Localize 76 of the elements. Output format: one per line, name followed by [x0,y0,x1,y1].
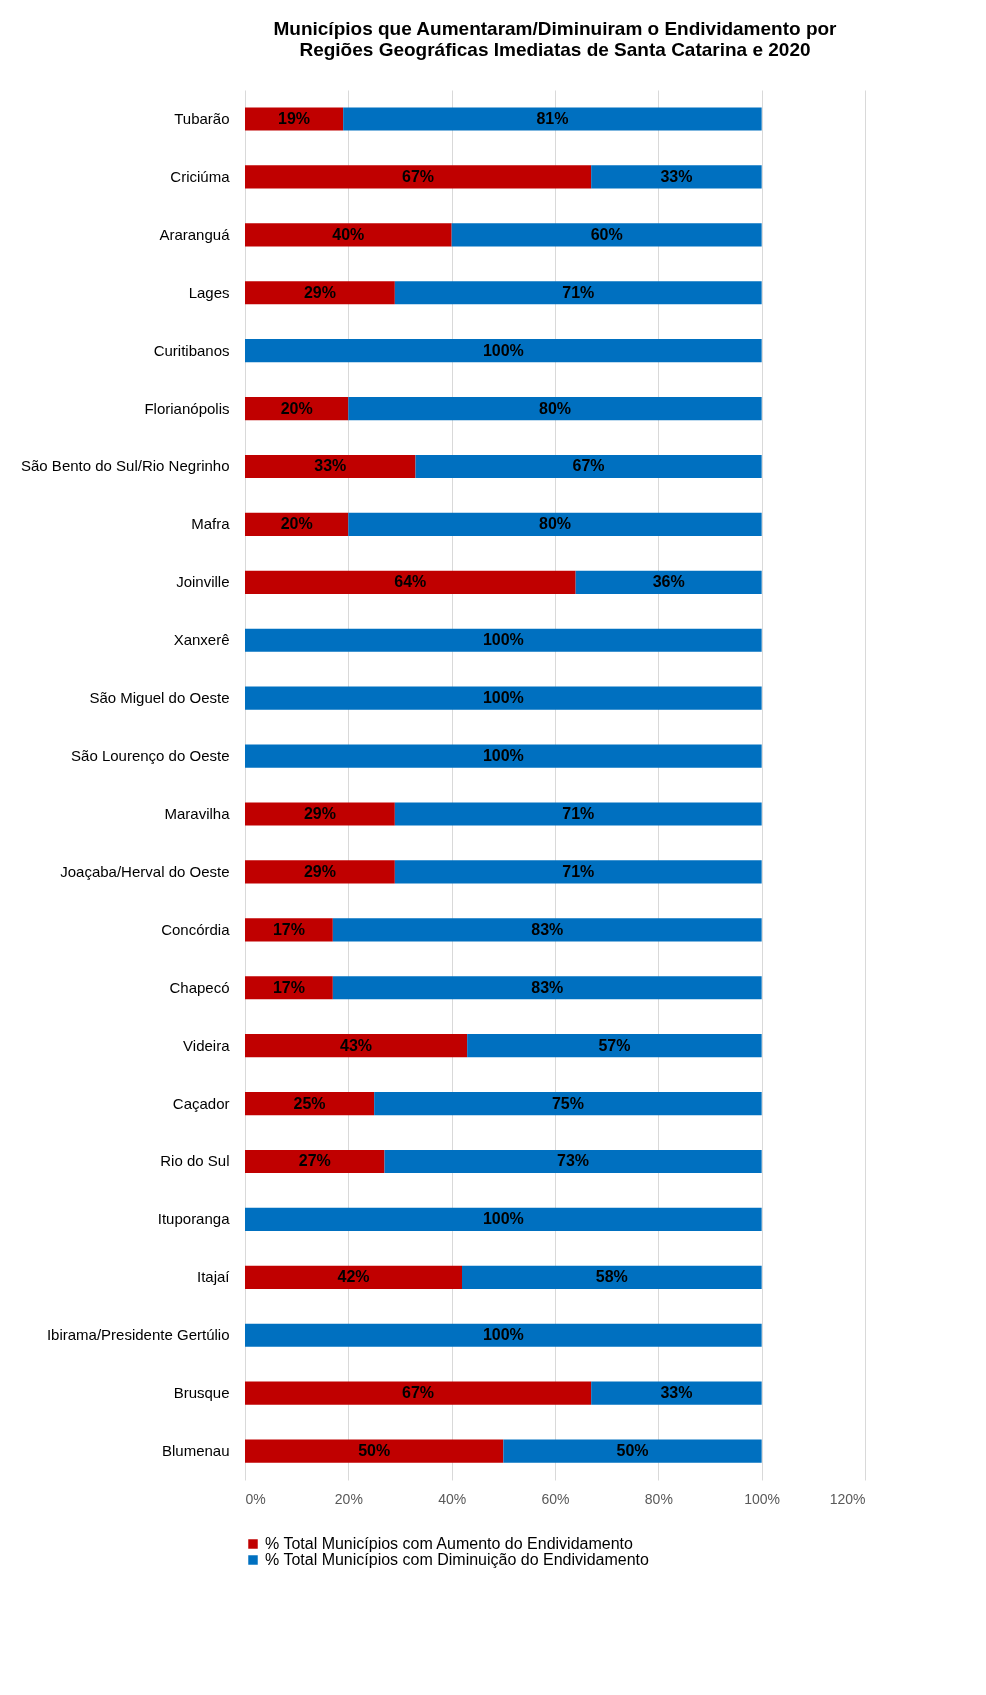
y-tick-label: São Lourenço do Oeste [71,747,230,765]
y-tick-label: Criciúma [170,167,231,185]
x-tick-label: 120% [829,1490,866,1507]
data-label: 36% [652,573,685,591]
data-label: 29% [303,804,336,822]
data-label: 100% [482,747,524,765]
data-label: 33% [660,1384,693,1402]
data-label: 17% [272,920,305,938]
y-tick-label: Brusque [173,1384,230,1402]
data-label: 17% [272,978,305,996]
data-label: 40% [332,225,365,243]
data-label: 33% [314,457,347,475]
y-tick-label: Mafra [191,515,231,533]
y-tick-label: Rio do Sul [160,1152,230,1170]
y-tick-label: Ibirama/Presidente Gertúlio [46,1326,230,1344]
x-tick-label: 100% [744,1490,781,1507]
data-label: 50% [616,1442,649,1460]
y-tick-label: Itajaí [196,1268,231,1286]
data-label: 75% [551,1094,584,1112]
data-label: 71% [562,862,595,880]
y-tick-label: Ituporanga [157,1210,231,1228]
y-tick-label: São Bento do Sul/Rio Negrinho [21,457,230,475]
x-tick-label: 20% [334,1490,363,1507]
data-label: 67% [402,167,435,185]
y-tick-label: São Miguel do Oeste [89,689,230,707]
data-label: 57% [598,1036,631,1054]
y-tick-label: Joaçaba/Herval do Oeste [60,862,230,880]
y-tick-label: Araranguá [159,225,231,243]
data-label: 100% [482,631,524,649]
data-label: 80% [538,515,572,533]
data-label: 81% [536,109,569,127]
data-label: 100% [482,689,524,707]
legend-label: % Total Municípios com Diminuição do Endividamento [265,1551,649,1568]
x-tick-label: 60% [541,1490,570,1507]
x-tick-label: 40% [438,1490,467,1507]
data-label: 58% [595,1268,628,1286]
y-tick-label: Curitibanos [153,341,230,359]
data-label: 67% [402,1384,435,1402]
data-label: 43% [340,1036,373,1054]
data-label: 42% [337,1268,370,1286]
data-label: 50% [358,1442,391,1460]
data-label: 71% [562,283,595,301]
y-tick-label: Tubarão [174,109,230,127]
data-label: 33% [660,167,693,185]
y-tick-label: Caçador [172,1094,230,1112]
data-label: 100% [482,341,524,359]
data-label: 27% [298,1152,331,1170]
y-tick-label: Florianópolis [144,399,230,417]
y-tick-label: Concórdia [161,920,231,938]
data-label: 29% [303,283,336,301]
data-label: 29% [303,862,336,880]
data-label: 80% [538,399,572,417]
y-tick-label: Videira [183,1036,231,1054]
y-tick-label: Lages [188,283,230,301]
legend-label: % Total Municípios com Aumento do Endividamento [265,1535,634,1552]
data-label: 60% [590,225,623,243]
data-label: 67% [572,457,605,475]
y-tick-label: Maravilha [164,804,231,822]
data-label: 100% [482,1326,524,1344]
data-label: 64% [394,573,427,591]
y-tick-label: Blumenau [161,1442,230,1460]
data-label: 19% [278,109,311,127]
data-label: 25% [293,1094,326,1112]
y-tick-label: Chapecó [169,978,230,996]
y-tick-label: Joinville [176,573,230,591]
y-tick-label: Xanxerê [173,631,230,649]
x-tick-label: 80% [644,1490,673,1507]
data-label: 20% [280,399,313,417]
data-label: 100% [482,1210,524,1228]
data-label: 20% [280,515,313,533]
data-label: 83% [531,920,564,938]
data-label: 73% [557,1152,590,1170]
data-label: 71% [562,804,595,822]
data-label: 83% [531,978,564,996]
chart-title: Municípios que Aumentaram/Diminuiram o Endividamento por Regiões Geográficas Imediatas de Santa Catarina e 2020 [273,18,838,60]
x-tick-label: 0% [245,1490,266,1507]
